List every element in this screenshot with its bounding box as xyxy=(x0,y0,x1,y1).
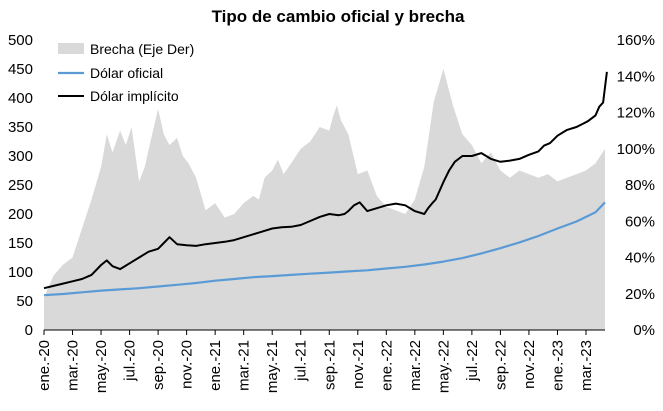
y2-tick-label: 160% xyxy=(617,32,655,49)
y2-tick-label: 100% xyxy=(617,141,655,158)
y-tick-label: 200 xyxy=(8,206,33,223)
y-tick-label: 300 xyxy=(8,148,33,165)
y2-tick-label: 60% xyxy=(625,213,655,230)
x-tick-label: may.-22 xyxy=(435,340,452,393)
y-tick-label: 400 xyxy=(8,90,33,107)
y-tick-label: 50 xyxy=(16,293,33,310)
y2-tick-label: 140% xyxy=(617,68,655,85)
y-tick-label: 150 xyxy=(8,235,33,252)
x-tick-label: may.-21 xyxy=(264,340,281,393)
y2-tick-label: 120% xyxy=(617,105,655,122)
y-axis-right: 0% 20% 40% 60% 80% 100% 120% 140% 160% xyxy=(617,32,655,339)
line-layer xyxy=(43,71,608,297)
y-tick-label: 250 xyxy=(8,177,33,194)
x-tick-label: ene.-21 xyxy=(207,340,224,391)
y2-tick-label: 20% xyxy=(625,286,655,303)
x-tick-label: mar.-21 xyxy=(236,340,253,391)
x-tick-label: ene.-22 xyxy=(378,340,395,391)
x-tick-label: sep.-22 xyxy=(492,340,509,390)
brecha-area-layer xyxy=(44,69,605,330)
x-tick-label: nov.-20 xyxy=(179,340,196,389)
y2-tick-label: 0% xyxy=(633,322,655,339)
x-tick-label: mar.-23 xyxy=(578,340,595,391)
x-axis: ene.-20 mar.-20 may.-20 jul.-20 sep.-20 nov.-… xyxy=(36,329,605,393)
y-tick-label: 500 xyxy=(8,32,33,49)
x-tick-label: may.-20 xyxy=(93,340,110,393)
dolar-oficial-line xyxy=(43,201,606,297)
x-tick-label: ene.-23 xyxy=(549,340,566,391)
legend-label: Dólar implícito xyxy=(90,88,179,104)
y-tick-label: 350 xyxy=(8,119,33,136)
x-tick-label: sep.-20 xyxy=(150,340,167,390)
legend-label: Brecha (Eje Der) xyxy=(90,41,194,57)
legend-swatch-brecha xyxy=(58,43,84,54)
x-tick-label: ene.-20 xyxy=(36,340,53,391)
x-tick-label: sep.-21 xyxy=(321,340,338,390)
x-tick-label: mar.-22 xyxy=(407,340,424,391)
x-tick-label: jul.-21 xyxy=(293,340,310,382)
x-tick-label: jul.-22 xyxy=(464,340,481,382)
brecha-area xyxy=(44,69,605,330)
y-tick-label: 450 xyxy=(8,61,33,78)
legend-label: Dólar oficial xyxy=(90,65,163,81)
legend: Brecha (Eje Der) Dólar oficial Dólar implí… xyxy=(58,41,194,104)
dolar-implicito-line xyxy=(43,71,608,290)
y2-tick-label: 80% xyxy=(625,177,655,194)
x-tick-label: nov.-22 xyxy=(521,340,538,389)
y-tick-label: 0 xyxy=(25,322,33,339)
x-tick-label: nov.-21 xyxy=(350,340,367,389)
y-tick-label: 100 xyxy=(8,264,33,281)
x-tick-label: jul.-20 xyxy=(122,340,139,382)
y-axis-left: 0 50 100 150 200 250 300 350 400 450 500 xyxy=(8,32,33,339)
chart-title: Tipo de cambio oficial y brecha xyxy=(212,7,465,26)
x-tick-label: mar.-20 xyxy=(65,340,82,391)
y2-tick-label: 40% xyxy=(625,250,655,267)
